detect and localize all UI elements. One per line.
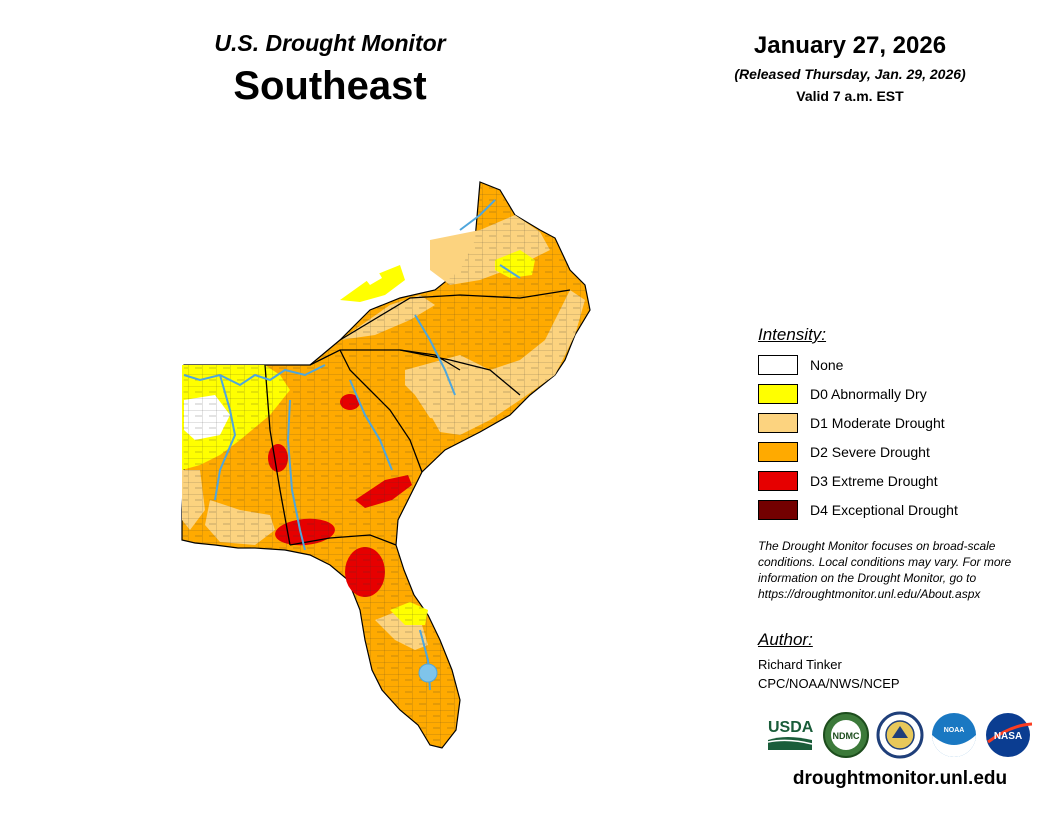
legend-title: Intensity: — [758, 325, 827, 344]
nasa-logo-text: NASA — [994, 731, 1022, 742]
author-name: Richard Tinker — [758, 657, 842, 672]
ndmc-logo-text: NDMC — [833, 731, 860, 741]
ndmc-logo: NDMC — [823, 712, 869, 758]
noaa-logo-text: NOAA — [944, 727, 965, 734]
legend-item: D4 Exceptional Drought — [758, 499, 958, 521]
legend-label: D1 Moderate Drought — [810, 415, 945, 431]
usda-logo-text: USDA — [768, 719, 814, 736]
map-subtitle: U.S. Drought Monitor — [214, 30, 446, 56]
state-borders — [264, 289, 571, 546]
legend-swatch — [758, 384, 798, 404]
legend-swatch — [758, 442, 798, 462]
author-org: CPC/NOAA/NWS/NCEP — [758, 676, 900, 691]
author-title: Author: — [758, 630, 813, 649]
disclaimer-note: The Drought Monitor focuses on broad-sca… — [758, 539, 1012, 601]
doc-seal-logo — [876, 711, 924, 759]
southeast-drought-map — [181, 181, 591, 749]
usda-logo: USDA — [767, 719, 814, 750]
valid-time: Valid 7 a.m. EST — [796, 88, 904, 104]
legend-label: D3 Extreme Drought — [810, 473, 938, 489]
legend-item: D1 Moderate Drought — [758, 412, 945, 434]
legend-swatch — [758, 355, 798, 375]
legend-swatch — [758, 500, 798, 520]
legend-label: None — [810, 357, 844, 373]
map-date: January 27, 2026 — [753, 32, 947, 59]
partner-logos: USDA NDMC NOAA NASA — [767, 711, 1033, 759]
legend-label: D4 Exceptional Drought — [810, 502, 958, 518]
none-area-va-sw — [358, 266, 382, 285]
legend-swatch — [758, 413, 798, 433]
legend-label: D0 Abnormally Dry — [810, 386, 927, 402]
legend-item: None — [758, 354, 843, 376]
legend-item: D2 Severe Drought — [758, 441, 930, 463]
region-title: Southeast — [233, 64, 427, 108]
nasa-logo: NASA — [986, 713, 1033, 757]
legend-item: D0 Abnormally Dry — [758, 383, 927, 405]
rivers — [183, 199, 521, 691]
legend-label: D2 Severe Drought — [810, 444, 930, 460]
legend-swatch — [758, 471, 798, 491]
legend-item: D3 Extreme Drought — [758, 470, 938, 492]
lake-okeechobee — [418, 663, 438, 683]
noaa-logo: NOAA — [932, 713, 976, 757]
release-date: (Released Thursday, Jan. 29, 2026) — [734, 66, 966, 82]
website-link[interactable]: droughtmonitor.unl.edu — [792, 768, 1008, 789]
